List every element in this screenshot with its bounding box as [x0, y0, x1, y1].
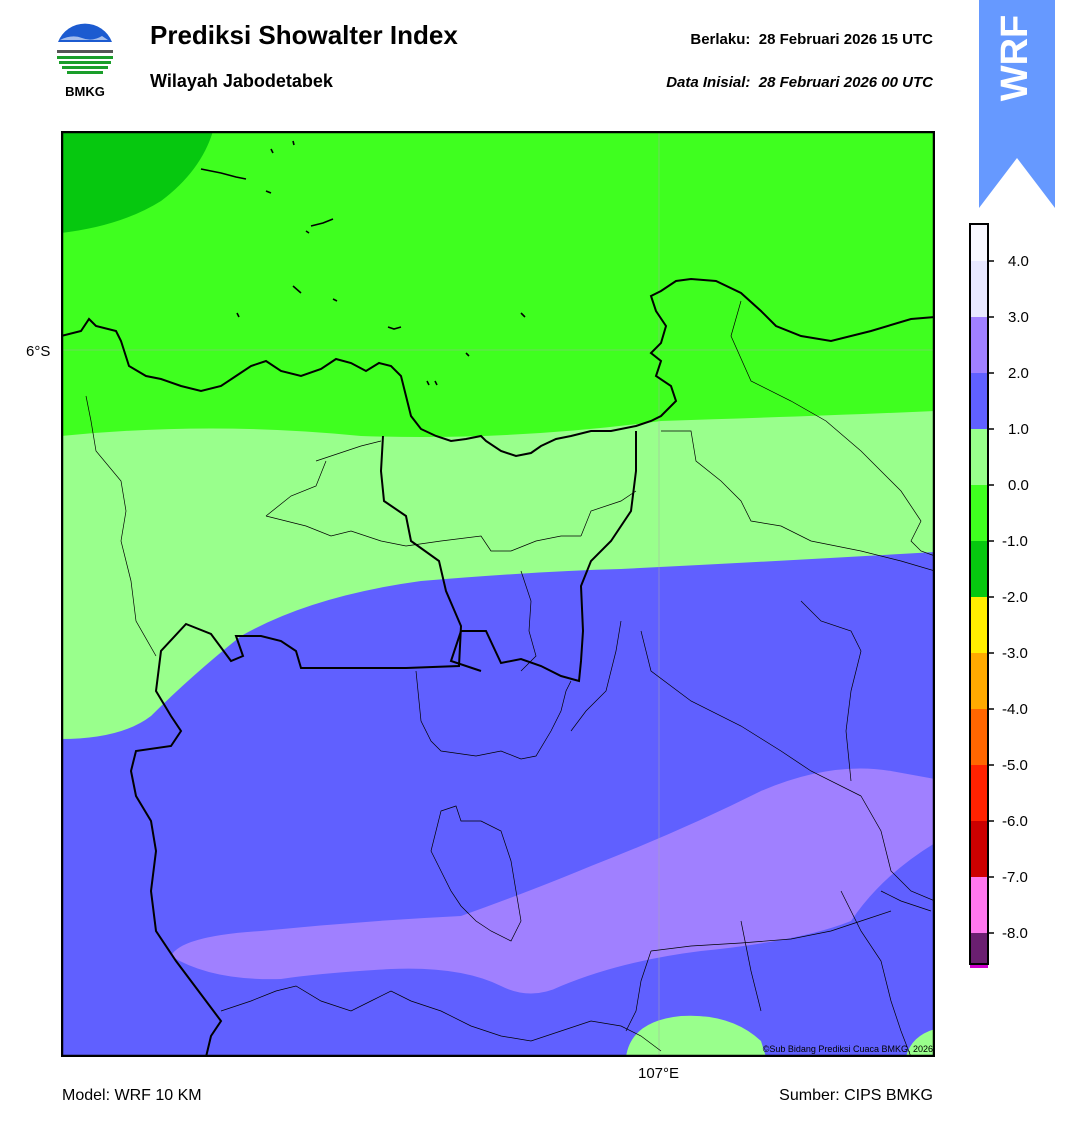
page-subtitle: Wilayah Jabodetabek: [150, 71, 333, 91]
colorbar-legend: 4.0 3.0 2.0 1.0 0.0 -1.0 -2.0 -3.0 -4.0 -5.0 -6.0 -…: [969, 223, 1029, 968]
colorbar-label: -1.0: [1002, 533, 1028, 550]
colorbar-swatches: [970, 224, 988, 968]
colorbar-label: -2.0: [1002, 589, 1028, 606]
colorbar-label: -6.0: [1002, 813, 1028, 830]
colorbar-swatch: [970, 373, 988, 429]
valid-time: 28 Februari 2026 15 UTC: [758, 31, 933, 48]
init-time: 28 Februari 2026 00 UTC: [758, 74, 933, 91]
colorbar-swatch: [970, 765, 988, 821]
map-panel[interactable]: [61, 131, 935, 1057]
colorbar-swatch: [970, 709, 988, 765]
colorbar-label: 3.0: [1008, 309, 1029, 326]
colorbar-swatch: [970, 653, 988, 709]
model-info: Model: WRF 10 KM: [62, 1087, 202, 1104]
bmkg-logo-icon: [56, 21, 114, 79]
wrf-badge-shape: [979, 0, 1055, 208]
zone-0-to-1-southeast: [906, 1029, 935, 1057]
colorbar-swatch-bottom: [970, 933, 988, 964]
colorbar-label: 0.0: [1008, 477, 1029, 494]
colorbar-swatch: [970, 821, 988, 877]
valid-label: Berlaku:: [690, 31, 751, 48]
district-boundaries: [85, 300, 935, 1057]
copyright-text: ©Sub Bidang Prediksi Cuaca BMKG, 2026: [762, 1044, 933, 1054]
colorbar-swatch: [970, 485, 988, 541]
province-boundary-west: [129, 435, 463, 1057]
coastline: [61, 277, 935, 458]
valid-time-line: Berlaku: 28 Februari 2026 15 UTC: [690, 31, 933, 48]
zone-0-to-1-south: [626, 1015, 766, 1057]
colorbar-swatch: [970, 541, 988, 597]
colorbar-labels: 4.0 3.0 2.0 1.0 0.0 -1.0 -2.0 -3.0 -4.0 -5.0 -6.0 -…: [988, 253, 1029, 942]
init-time-line: Data Inisial: 28 Februari 2026 00 UTC: [666, 74, 933, 91]
init-label: Data Inisial:: [666, 74, 751, 91]
colorbar-swatch: [970, 877, 988, 933]
colorbar-swatch: [970, 597, 988, 653]
longitude-label: 107°E: [638, 1065, 680, 1082]
wrf-badge-text: WRF: [994, 15, 1036, 102]
thousand-islands: [200, 140, 526, 386]
province-boundary-east: [449, 431, 637, 683]
source-info: Sumber: CIPS BMKG: [779, 1087, 933, 1104]
page-title: Prediksi Showalter Index: [150, 20, 458, 50]
colorbar-swatch: [970, 261, 988, 317]
colorbar-label: -4.0: [1002, 701, 1028, 718]
colorbar-swatch: [970, 429, 988, 485]
colorbar-label: 2.0: [1008, 365, 1029, 382]
colorbar-label: -5.0: [1002, 757, 1028, 774]
map-frame: [61, 131, 935, 1057]
colorbar-label: -3.0: [1002, 645, 1028, 662]
colorbar-swatch: [970, 317, 988, 373]
colorbar-frame: [969, 223, 989, 965]
wrf-badge: WRF: [979, 0, 1055, 208]
colorbar-label: -8.0: [1002, 925, 1028, 942]
colorbar-label: 4.0: [1008, 253, 1029, 270]
logo-text: BMKG: [65, 84, 105, 99]
colorbar-label: -7.0: [1002, 869, 1028, 886]
colorbar-swatch-top: [970, 224, 988, 261]
latitude-label: 6°S: [26, 343, 51, 360]
zone-minus1-to-minus2: [61, 131, 213, 233]
colorbar-label: 1.0: [1008, 421, 1029, 438]
